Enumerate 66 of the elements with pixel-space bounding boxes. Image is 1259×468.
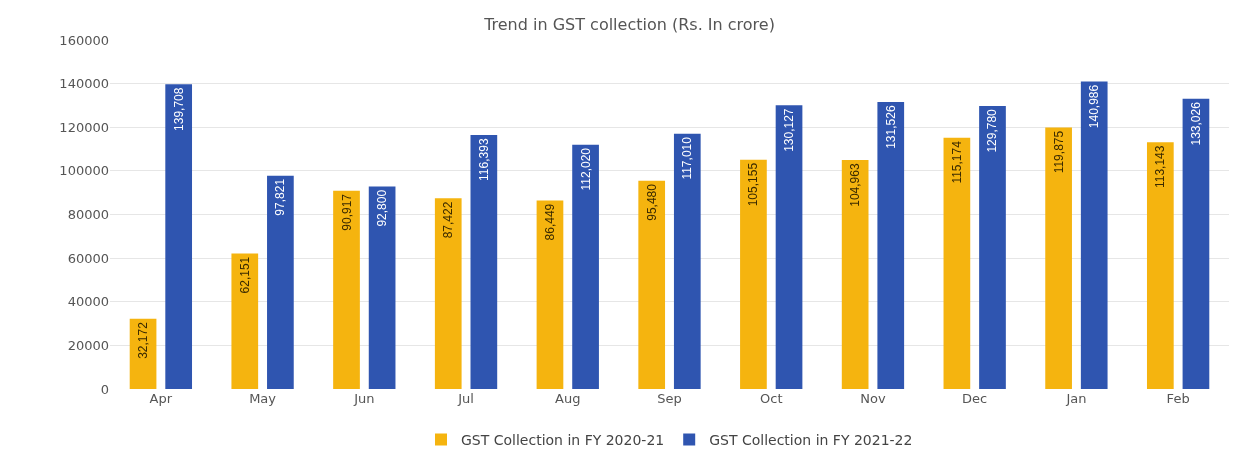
x-tick-label: Feb: [1166, 391, 1190, 406]
legend-label: GST Collection in FY 2020-21: [461, 431, 665, 448]
data-label: 92,800: [375, 189, 390, 227]
y-tick-label: 20000: [67, 337, 109, 353]
x-tick-label: Jul: [457, 391, 474, 406]
legend-label: GST Collection in FY 2021-22: [709, 431, 913, 448]
x-tick-label: Jan: [1065, 391, 1087, 406]
bar: [1182, 98, 1210, 389]
x-tick-label: Jun: [353, 391, 375, 406]
data-label: 133,026: [1188, 101, 1203, 146]
bar: [877, 102, 905, 389]
data-label: 95,480: [644, 183, 659, 221]
bar: [841, 160, 869, 389]
data-label: 130,127: [782, 108, 797, 152]
y-tick-label: 80000: [67, 207, 109, 223]
bar: [572, 144, 599, 389]
bar: [333, 190, 360, 389]
y-tick-label: 40000: [67, 294, 109, 310]
data-label: 139,708: [171, 87, 186, 131]
bar: [1146, 142, 1174, 389]
bar: [775, 105, 803, 389]
x-tick-label: Apr: [149, 391, 173, 406]
bar: [673, 133, 701, 389]
data-label: 97,821: [273, 178, 288, 216]
data-label: 140,986: [1087, 84, 1102, 129]
bar: [165, 84, 193, 389]
x-tick-label: May: [249, 391, 277, 406]
x-tick-label: Sep: [657, 391, 682, 406]
bar: [434, 198, 462, 389]
y-tick-label: 60000: [67, 250, 109, 266]
data-label: 113,143: [1153, 145, 1168, 189]
bar: [638, 180, 666, 389]
bar: [536, 200, 564, 389]
data-label: 112,020: [578, 147, 593, 191]
data-label: 115,174: [949, 140, 964, 184]
y-tick-label: 0: [100, 381, 109, 397]
data-label: 129,780: [985, 108, 1000, 153]
data-label: 105,155: [746, 162, 761, 207]
x-tick-label: Dec: [962, 391, 988, 406]
x-tick-label: Nov: [860, 391, 886, 406]
data-label: 117,010: [680, 136, 695, 180]
chart-title: Trend in GST collection (Rs. In crore): [483, 14, 775, 34]
bar: [231, 253, 259, 389]
bar: [368, 186, 396, 389]
y-tick-label: 120000: [59, 119, 109, 135]
y-tick-label: 100000: [59, 163, 109, 179]
data-label: 62,151: [237, 256, 252, 294]
x-tick-label: Oct: [759, 391, 783, 406]
data-label: 104,963: [848, 163, 863, 207]
data-label: 131,526: [883, 105, 898, 149]
data-label: 32,172: [136, 321, 151, 359]
data-label: 119,875: [1051, 130, 1066, 174]
data-label: 86,449: [542, 203, 557, 241]
data-label: 90,917: [339, 193, 354, 231]
bar: [267, 175, 294, 389]
bar: [740, 159, 767, 389]
y-tick-label: 160000: [59, 32, 109, 48]
data-label: 116,393: [476, 138, 491, 181]
data-label: 87,422: [441, 201, 456, 239]
y-tick-label: 140000: [59, 76, 109, 92]
bar: [979, 105, 1006, 389]
x-tick-label: Aug: [555, 391, 581, 406]
bar: [943, 137, 971, 389]
bar: [1045, 127, 1072, 389]
bar: [1080, 81, 1108, 389]
bar: [470, 135, 498, 389]
